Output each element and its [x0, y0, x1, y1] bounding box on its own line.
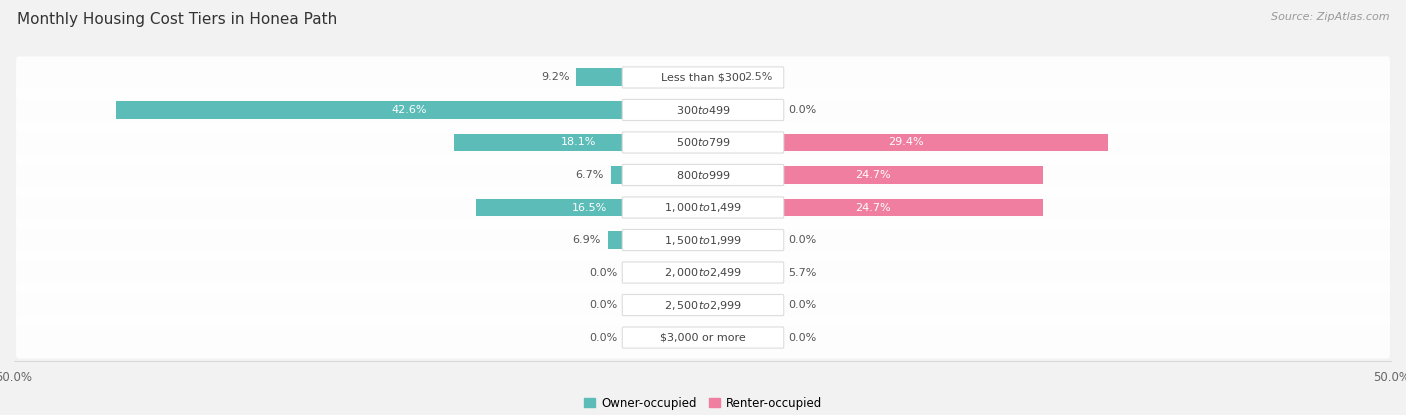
- Text: 0.0%: 0.0%: [789, 332, 817, 342]
- Text: $3,000 or more: $3,000 or more: [661, 332, 745, 342]
- Bar: [703, 101, 738, 119]
- Text: 24.7%: 24.7%: [855, 203, 891, 212]
- Bar: [610, 166, 703, 184]
- FancyBboxPatch shape: [15, 317, 1391, 359]
- Text: 24.7%: 24.7%: [855, 170, 891, 180]
- Bar: [703, 134, 1108, 151]
- FancyBboxPatch shape: [623, 197, 783, 218]
- Text: Less than $300: Less than $300: [661, 73, 745, 83]
- FancyBboxPatch shape: [623, 229, 783, 251]
- Bar: [703, 296, 738, 314]
- Bar: [669, 264, 703, 281]
- FancyBboxPatch shape: [15, 251, 1391, 293]
- Text: 2.5%: 2.5%: [744, 73, 773, 83]
- Text: $2,500 to $2,999: $2,500 to $2,999: [664, 298, 742, 312]
- FancyBboxPatch shape: [15, 89, 1391, 131]
- FancyBboxPatch shape: [623, 132, 783, 153]
- Bar: [669, 329, 703, 347]
- FancyBboxPatch shape: [15, 284, 1391, 326]
- Bar: [607, 231, 703, 249]
- Bar: [117, 101, 703, 119]
- Legend: Owner-occupied, Renter-occupied: Owner-occupied, Renter-occupied: [583, 397, 823, 410]
- Text: 5.7%: 5.7%: [789, 268, 817, 278]
- Text: $2,000 to $2,499: $2,000 to $2,499: [664, 266, 742, 279]
- Bar: [669, 296, 703, 314]
- Text: 6.9%: 6.9%: [572, 235, 600, 245]
- Bar: [703, 231, 738, 249]
- Text: 0.0%: 0.0%: [589, 268, 617, 278]
- FancyBboxPatch shape: [15, 186, 1391, 229]
- Bar: [703, 264, 782, 281]
- Text: Source: ZipAtlas.com: Source: ZipAtlas.com: [1271, 12, 1389, 22]
- Bar: [475, 198, 703, 217]
- Text: 0.0%: 0.0%: [789, 235, 817, 245]
- FancyBboxPatch shape: [15, 56, 1391, 98]
- Text: 0.0%: 0.0%: [789, 300, 817, 310]
- Text: $1,500 to $1,999: $1,500 to $1,999: [664, 234, 742, 247]
- Bar: [703, 166, 1043, 184]
- FancyBboxPatch shape: [15, 219, 1391, 261]
- Text: 0.0%: 0.0%: [789, 105, 817, 115]
- Text: 0.0%: 0.0%: [589, 300, 617, 310]
- Text: 0.0%: 0.0%: [589, 332, 617, 342]
- FancyBboxPatch shape: [15, 154, 1391, 196]
- Text: 6.7%: 6.7%: [575, 170, 603, 180]
- Bar: [703, 329, 738, 347]
- Bar: [703, 68, 738, 86]
- Text: $300 to $499: $300 to $499: [675, 104, 731, 116]
- Text: 9.2%: 9.2%: [541, 73, 569, 83]
- FancyBboxPatch shape: [623, 327, 783, 348]
- FancyBboxPatch shape: [623, 67, 783, 88]
- Text: 42.6%: 42.6%: [392, 105, 427, 115]
- Bar: [576, 68, 703, 86]
- FancyBboxPatch shape: [623, 164, 783, 186]
- FancyBboxPatch shape: [623, 295, 783, 316]
- Text: $500 to $799: $500 to $799: [675, 137, 731, 149]
- Text: 29.4%: 29.4%: [887, 137, 924, 147]
- Bar: [454, 134, 703, 151]
- FancyBboxPatch shape: [623, 262, 783, 283]
- Text: $1,000 to $1,499: $1,000 to $1,499: [664, 201, 742, 214]
- Text: $800 to $999: $800 to $999: [675, 169, 731, 181]
- Text: 18.1%: 18.1%: [561, 137, 596, 147]
- FancyBboxPatch shape: [623, 99, 783, 120]
- Text: Monthly Housing Cost Tiers in Honea Path: Monthly Housing Cost Tiers in Honea Path: [17, 12, 337, 27]
- FancyBboxPatch shape: [15, 122, 1391, 164]
- Text: 16.5%: 16.5%: [572, 203, 607, 212]
- Bar: [703, 198, 1043, 217]
